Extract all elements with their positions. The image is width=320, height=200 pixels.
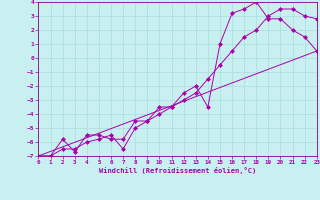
X-axis label: Windchill (Refroidissement éolien,°C): Windchill (Refroidissement éolien,°C) bbox=[99, 167, 256, 174]
